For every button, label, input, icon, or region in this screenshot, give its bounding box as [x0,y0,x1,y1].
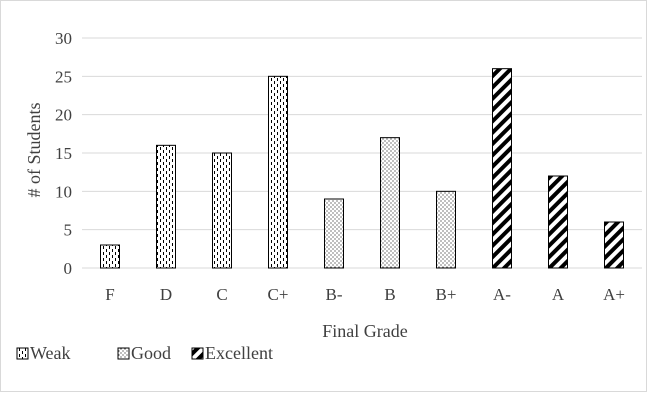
y-tick-label: 10 [55,182,72,201]
y-tick-label: 5 [64,221,73,240]
bar-A- [492,68,512,269]
legend-label: Good [131,343,171,363]
legend-label: Weak [30,343,71,363]
y-tick-label: 0 [64,259,73,278]
y-tick-label: 25 [55,67,72,86]
y-tick-label: 15 [55,144,72,163]
legend: Weak Good Excellent [16,343,273,363]
x-axis-ticks: F D C C+ B- B B+ A- A A+ [105,285,625,304]
x-tick-label: A [552,285,565,304]
y-tick-label: 20 [55,106,72,125]
legend-swatch-weak [16,347,29,360]
x-tick-label: D [160,285,172,304]
bar-C+ [268,75,288,269]
x-tick-label: B+ [436,285,457,304]
bars [100,68,624,269]
bar-F [100,244,120,269]
bar-A [548,175,568,269]
bar-A+ [604,221,624,269]
y-axis-ticks: 0 5 10 15 20 25 30 [55,29,72,278]
x-tick-label: F [105,285,114,304]
bar-B [380,137,400,269]
bar-C [212,152,232,269]
x-axis-title: Final Grade [322,321,407,341]
x-tick-label: A- [493,285,511,304]
x-tick-label: B [384,285,395,304]
y-axis-title: # of Students [24,102,44,197]
legend-swatch-good [117,347,130,360]
legend-swatch-excellent [191,347,204,360]
x-tick-label: C [216,285,227,304]
bar-D [156,144,176,269]
y-tick-label: 30 [55,29,72,48]
x-tick-label: A+ [603,285,625,304]
bar-B+ [436,190,456,269]
x-tick-label: C+ [268,285,289,304]
x-tick-label: B- [326,285,343,304]
legend-label: Excellent [205,343,273,363]
bar-B- [324,198,344,269]
